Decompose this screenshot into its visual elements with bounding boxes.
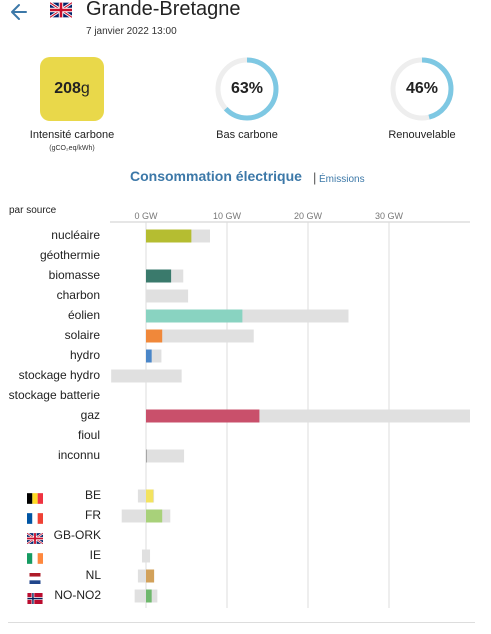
exchange-capacity-bar <box>141 549 151 563</box>
source-value-bar <box>146 329 163 343</box>
carbon-intensity-label: Intensité carbone <box>29 129 115 141</box>
belgium-flag-icon <box>27 491 43 504</box>
norway-flag-icon <box>27 591 43 604</box>
back-arrow-icon[interactable] <box>8 2 30 22</box>
exchange-value-bar <box>146 569 155 583</box>
source-value-bar <box>146 309 243 323</box>
exchange-zone-label[interactable]: NO-NO2 <box>54 588 101 602</box>
source-label: biomasse <box>48 268 100 282</box>
exchange-zone-label[interactable]: GB-ORK <box>53 528 101 542</box>
source-label: inconnu <box>57 448 100 462</box>
source-value-bar <box>146 449 147 463</box>
exchange-zone-label[interactable]: BE <box>84 488 101 502</box>
low-carbon-percent: 63% <box>230 80 264 97</box>
source-label: stockage batterie <box>8 388 100 402</box>
datetime-label: 7 janvier 2022 13:00 <box>86 26 177 37</box>
x-tick-label: 10 GW <box>213 211 242 221</box>
source-capacity-bar <box>146 329 254 343</box>
netherlands-flag-icon <box>27 571 43 584</box>
x-tick-label: 0 GW <box>134 211 158 221</box>
consumption-tab[interactable]: Consommation électrique <box>130 168 302 184</box>
source-capacity-bar <box>146 289 189 303</box>
source-capacity-bar <box>146 449 185 463</box>
source-label: hydro <box>69 348 100 362</box>
source-label: charbon <box>56 288 100 302</box>
carbon-intensity-badge: 208 g <box>40 57 104 121</box>
source-value-bar <box>146 229 192 243</box>
source-value-bar <box>146 349 152 363</box>
france-flag-icon <box>27 511 43 524</box>
x-tick-label: 30 GW <box>375 211 404 221</box>
carbon-intensity-unit: g <box>80 80 90 97</box>
chart-subtitle: par source <box>9 205 57 216</box>
divider <box>8 622 475 623</box>
source-label: solaire <box>64 328 100 342</box>
exchange-zone-label[interactable]: IE <box>89 548 101 562</box>
source-label: stockage hydro <box>18 368 100 382</box>
source-label: nucléaire <box>51 228 100 242</box>
source-label: géothermie <box>39 248 100 262</box>
renewable-ring <box>390 57 454 121</box>
source-label: fioul <box>77 428 100 442</box>
source-capacity-bar <box>111 369 182 383</box>
exchange-zone-label[interactable]: NL <box>85 568 101 582</box>
exchange-value-bar <box>146 489 154 503</box>
x-tick-label: 20 GW <box>294 211 323 221</box>
ireland-flag-icon <box>27 551 43 564</box>
renewable-percent: 46% <box>405 80 439 97</box>
exchange-value-bar <box>146 589 152 603</box>
header: Grande-Bretagne 7 janvier 2022 13:00 <box>0 0 491 40</box>
carbon-intensity-value: 208 <box>54 80 81 97</box>
renewable-label: Renouvelable <box>388 129 456 141</box>
source-label: gaz <box>80 408 100 422</box>
exchange-value-bar <box>146 509 163 523</box>
source-label: éolien <box>67 308 100 322</box>
carbon-intensity-unit-label: (gCO₂eq/kWh) <box>49 145 95 152</box>
uk-flag-icon <box>49 1 73 19</box>
emissions-tab-link[interactable]: Émissions <box>319 174 365 185</box>
low-carbon-label: Bas carbone <box>216 129 278 141</box>
source-value-bar <box>146 269 172 283</box>
exchange-zone-label[interactable]: FR <box>85 508 101 522</box>
zone-title: Grande-Bretagne <box>86 0 241 20</box>
uk-flag-icon <box>26 531 44 545</box>
low-carbon-ring <box>215 57 279 121</box>
tab-separator: | <box>313 170 317 185</box>
source-value-bar <box>146 409 260 423</box>
